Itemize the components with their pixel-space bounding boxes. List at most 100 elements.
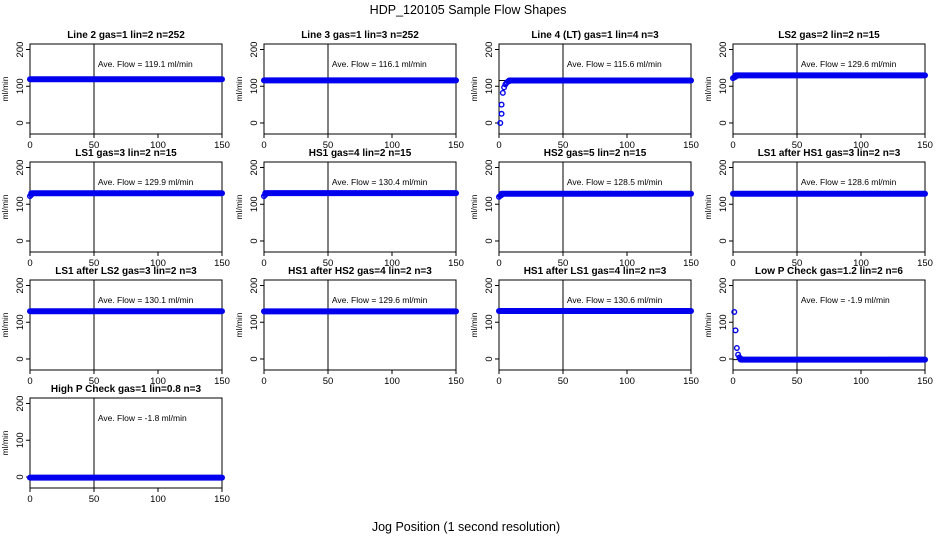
data-point <box>735 351 742 358</box>
panel-title: Line 3 gas=1 lin=3 n=252 <box>301 30 419 41</box>
x-tick-label: 0 <box>27 258 32 269</box>
panel-title: Line 4 (LT) gas=1 lin=4 n=3 <box>531 30 659 41</box>
panel-10: HS1 after HS2 gas=4 lin=2 n=3 0 50 100 150 0 1… <box>234 266 464 387</box>
data-point <box>506 78 513 85</box>
panels: Line 2 gas=1 lin=2 n=252 0 50 100 150 0 100 200… <box>0 30 933 505</box>
x-tick-label: 50 <box>792 376 803 387</box>
y-tick-label: 100 <box>249 314 260 330</box>
y-tick-label: 0 <box>484 120 495 125</box>
x-tick-label: 150 <box>448 258 464 269</box>
panel-6: HS1 gas=4 lin=2 n=15 0 50 100 150 0 100 200 ml/m… <box>234 148 464 269</box>
plot-frame <box>29 161 223 253</box>
average-flow-annotation: Ave. Flow = 129.9 ml/min <box>98 177 194 187</box>
plot-frame <box>732 161 926 253</box>
x-tick-label: 0 <box>261 258 266 269</box>
figure-title: HDP_120105 Sample Flow Shapes <box>370 3 567 17</box>
y-axis-label: ml/min <box>234 194 244 219</box>
x-tick-label: 100 <box>384 140 400 151</box>
panel-title: LS1 gas=3 lin=2 n=15 <box>75 148 177 159</box>
x-tick-label: 100 <box>619 376 635 387</box>
data-point <box>28 191 35 198</box>
y-tick-label: 0 <box>15 120 26 125</box>
x-tick-label: 100 <box>150 376 166 387</box>
x-tick-label: 150 <box>214 494 230 505</box>
y-tick-label: 100 <box>15 432 26 448</box>
panel-title: LS2 gas=2 lin=2 n=15 <box>778 30 880 41</box>
x-tick-label: 100 <box>853 376 869 387</box>
x-tick-label: 150 <box>448 376 464 387</box>
plot-frame <box>263 279 457 371</box>
x-tick-label: 150 <box>917 258 933 269</box>
y-tick-label: 0 <box>249 120 260 125</box>
average-flow-annotation: Ave. Flow = 119.1 ml/min <box>98 59 193 69</box>
y-axis-label: ml/min <box>469 312 479 337</box>
x-tick-label: 0 <box>261 140 266 151</box>
x-tick-label: 100 <box>150 140 166 151</box>
x-tick-label: 0 <box>27 140 32 151</box>
panel-title: LS1 after HS1 gas=3 lin=2 n=3 <box>758 148 901 159</box>
y-tick-label: 100 <box>15 78 26 94</box>
average-flow-annotation: Ave. Flow = -1.8 ml/min <box>98 413 187 423</box>
x-tick-label: 100 <box>619 140 635 151</box>
plot-frame <box>29 43 223 135</box>
plot-frame <box>498 43 692 135</box>
x-tick-label: 0 <box>27 376 32 387</box>
y-tick-label: 0 <box>15 356 26 361</box>
average-flow-annotation: Ave. Flow = 115.6 ml/min <box>567 59 662 69</box>
average-flow-annotation: Ave. Flow = 130.6 ml/min <box>567 295 663 305</box>
y-tick-label: 200 <box>249 278 260 294</box>
data-point <box>499 89 506 96</box>
y-axis-label: ml/min <box>234 76 244 101</box>
y-tick-label: 100 <box>718 78 729 94</box>
panel-title: HS1 after LS1 gas=4 lin=2 n=3 <box>524 266 667 277</box>
y-tick-label: 100 <box>718 314 729 330</box>
x-tick-label: 150 <box>214 140 230 151</box>
y-tick-label: 200 <box>249 42 260 58</box>
y-tick-label: 200 <box>718 160 729 176</box>
plot-frame <box>29 279 223 371</box>
data-point <box>497 119 504 126</box>
x-tick-label: 0 <box>730 258 735 269</box>
data-point <box>733 344 740 351</box>
x-tick-label: 100 <box>150 494 166 505</box>
x-tick-label: 150 <box>683 376 699 387</box>
panel-5: LS1 gas=3 lin=2 n=15 0 50 100 150 0 100 200 ml/m… <box>0 148 230 269</box>
x-tick-label: 0 <box>496 258 501 269</box>
panel-title: Low P Check gas=1.2 lin=2 n=6 <box>755 266 903 277</box>
panel-9: LS1 after LS2 gas=3 lin=2 n=3 0 50 100 150 0 1… <box>0 266 230 387</box>
plot-frame <box>732 279 926 371</box>
data-point <box>498 192 505 199</box>
y-axis-label: ml/min <box>469 194 479 219</box>
x-tick-label: 50 <box>323 140 334 151</box>
plot-frame <box>29 397 223 489</box>
y-axis-label: ml/min <box>0 76 10 101</box>
x-tick-label: 50 <box>89 258 100 269</box>
x-tick-label: 50 <box>792 140 803 151</box>
data-point <box>732 73 739 80</box>
plot-frame <box>498 279 692 371</box>
data-point <box>737 355 744 362</box>
x-tick-label: 100 <box>384 376 400 387</box>
y-tick-label: 200 <box>15 396 26 412</box>
average-flow-annotation: Ave. Flow = 129.6 ml/min <box>332 295 428 305</box>
average-flow-annotation: Ave. Flow = 128.6 ml/min <box>801 177 897 187</box>
panel-11: HS1 after LS1 gas=4 lin=2 n=3 0 50 100 150 0 1… <box>469 266 699 387</box>
x-tick-label: 150 <box>214 258 230 269</box>
panel-8: LS1 after HS1 gas=3 lin=2 n=3 0 50 100 150 0 1… <box>703 148 933 269</box>
panel-title: HS1 after HS2 gas=4 lin=2 n=3 <box>288 266 432 277</box>
average-flow-annotation: Ave. Flow = 130.1 ml/min <box>98 295 194 305</box>
x-tick-label: 0 <box>261 376 266 387</box>
y-tick-label: 100 <box>15 314 26 330</box>
x-tick-label: 50 <box>89 376 100 387</box>
y-tick-label: 0 <box>484 238 495 243</box>
y-tick-label: 200 <box>15 42 26 58</box>
x-tick-label: 50 <box>792 258 803 269</box>
x-tick-label: 150 <box>917 376 933 387</box>
y-tick-label: 200 <box>718 278 729 294</box>
y-tick-label: 100 <box>718 196 729 212</box>
panel-2: Line 3 gas=1 lin=3 n=252 0 50 100 150 0 100 200… <box>234 30 464 151</box>
plot-frame <box>498 161 692 253</box>
x-tick-label: 50 <box>558 376 569 387</box>
panel-title: Line 2 gas=1 lin=2 n=252 <box>67 30 185 41</box>
